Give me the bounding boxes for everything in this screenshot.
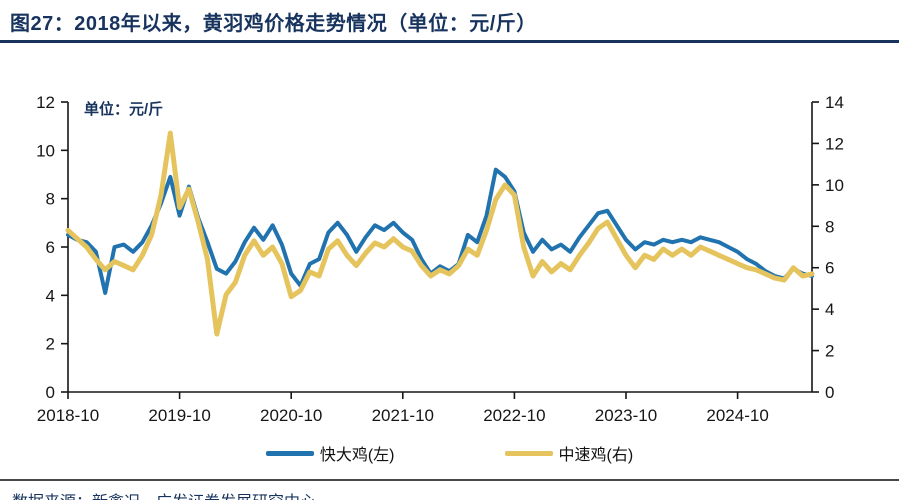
footer-divider <box>0 479 899 481</box>
fast-chicken-line-swatch <box>265 450 314 456</box>
right-axis-tick-label: 8 <box>825 217 834 236</box>
left-axis-tick-label: 12 <box>36 93 55 112</box>
legend-label-fast-chicken: 快大鸡(左) <box>319 447 395 464</box>
x-axis-tick-label: 2023-10 <box>595 406 657 425</box>
x-axis-tick-label: 2020-10 <box>260 406 322 425</box>
figure-title: 图27：2018年以来，黄羽鸡价格走势情况（单位：元/斤） <box>10 13 537 35</box>
price-line-chart: 0 2 4 6 8 10 12 0 2 4 6 8 10 12 14 2018-10 2019-10 2020-1… <box>36 93 844 425</box>
chart-area: 0 2 4 6 8 10 12 0 2 4 6 8 10 12 14 2018-10 2019-10 2020-1… <box>0 77 899 434</box>
legend-label-medium-chicken: 中速鸡(右) <box>558 447 634 464</box>
right-axis-tick-label: 0 <box>825 383 834 402</box>
right-axis-tick-label: 12 <box>825 134 844 153</box>
x-axis-tick-label: 2021-10 <box>372 406 434 425</box>
figure-header: 图27：2018年以来，黄羽鸡价格走势情况（单位：元/斤） <box>0 0 899 43</box>
left-axis-tick-label: 0 <box>46 383 55 402</box>
x-axis-tick-label: 2022-10 <box>483 406 545 425</box>
legend-item-fast-chicken: 快大鸡(左) <box>265 441 395 465</box>
left-axis-tick-label: 4 <box>46 286 55 305</box>
x-axis-tick-label: 2024-10 <box>706 406 768 425</box>
medium-chicken-price-line <box>65 130 815 337</box>
x-axis-tick-label: 2019-10 <box>148 406 210 425</box>
legend: 快大鸡(左) 中速鸡(右) <box>0 442 899 464</box>
x-axis-tick-label: 2018-10 <box>37 406 99 425</box>
left-axis-tick-label: 8 <box>46 190 55 209</box>
unit-label: 单位：元/斤 <box>84 100 163 118</box>
right-axis-tick-label: 10 <box>825 176 844 195</box>
right-axis-tick-label: 4 <box>825 300 834 319</box>
right-axis-tick-label: 14 <box>825 93 844 112</box>
left-axis-tick-label: 10 <box>36 141 55 160</box>
right-axis-tick-label: 2 <box>825 342 834 361</box>
legend-item-medium-chicken: 中速鸡(右) <box>504 441 634 465</box>
right-axis-tick-label: 6 <box>825 259 834 278</box>
medium-chicken-line-swatch <box>504 450 553 456</box>
left-axis-tick-label: 6 <box>46 238 55 257</box>
data-source-note: 数据来源：新禽况，广发证券发展研究中心 <box>0 481 899 500</box>
left-axis-tick-label: 2 <box>46 335 55 354</box>
